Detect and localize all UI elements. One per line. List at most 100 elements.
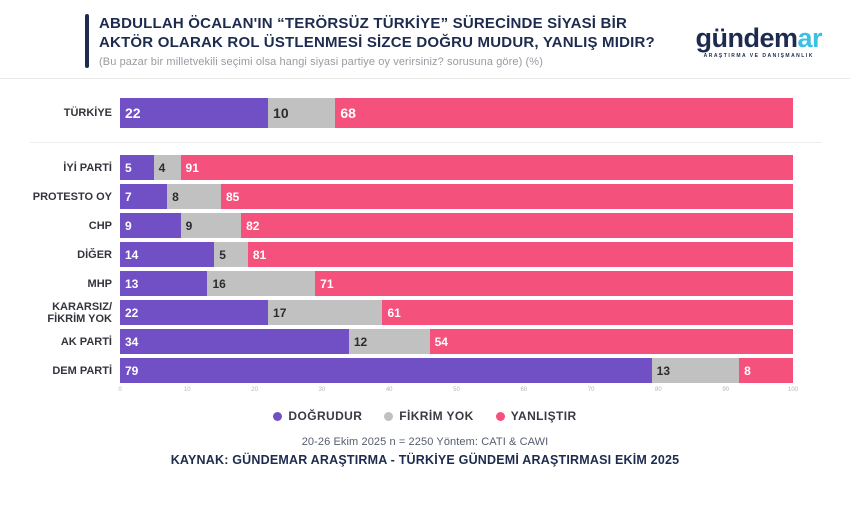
value-label: 9: [185, 218, 193, 233]
logo-tagline: ARAŞTIRMA VE DANIŞMANLIK: [703, 53, 814, 59]
x-axis-tick: 60: [520, 387, 528, 393]
bar-segment-fikrim-yok: 16: [207, 271, 316, 296]
category-label: DEM PARTİ: [52, 364, 112, 377]
category-label: AK PARTİ: [60, 335, 112, 348]
chart-area: TÜRKİYE 22 10 68 İYİ PARTİ 5 4 91 PROTESTO OY 7 8 8…: [0, 79, 850, 423]
stacked-bar: 22 17 61: [120, 300, 793, 325]
legend-dot-icon: [384, 411, 394, 421]
legend-label: YANLIŞTIR: [510, 409, 577, 423]
methodology-note: 20-26 Ekim 2025 n = 2250 Yöntem: CATI & …: [301, 436, 549, 448]
x-axis-tick: 30: [318, 387, 326, 393]
category-label: DİĞER: [77, 248, 112, 261]
bar-segment-fikrim-yok: 13: [651, 358, 740, 383]
value-label: 12: [353, 334, 368, 349]
value-label: 10: [273, 105, 289, 121]
category-label: CHP: [88, 219, 112, 232]
value-label: 54: [434, 334, 448, 349]
value-label: 17: [273, 305, 287, 320]
value-label: 14: [125, 247, 139, 262]
value-label: 81: [252, 247, 267, 262]
x-axis-tick: 50: [453, 387, 460, 393]
stacked-bar: 7 8 85: [120, 184, 793, 209]
value-label: 16: [212, 276, 226, 291]
chart-row: DEM PARTİ 79 13 8: [0, 358, 850, 383]
x-axis-tick: 20: [251, 387, 258, 393]
x-axis-tick: 10: [183, 387, 191, 393]
x-axis-tick: 70: [587, 387, 595, 393]
value-label: 22: [125, 105, 141, 121]
legend-label: FİKRİM YOK: [399, 409, 474, 423]
chart-row: KARARSIZ/FİKRİM YOK 22 17 61: [0, 300, 850, 325]
gundemar-logo: gündemar ARAŞTIRMA VE DANIŞMANLIK: [695, 14, 822, 59]
bar-segment-dogrudur: 13: [120, 271, 208, 296]
legend-dot-icon: [273, 411, 283, 421]
bar-segment-dogrudur: 14: [120, 242, 215, 267]
chart-row: TÜRKİYE 22 10 68: [0, 98, 850, 128]
value-label: 9: [125, 218, 132, 233]
x-axis-tick: 0: [118, 387, 122, 393]
bar-segment-fikrim-yok: 17: [268, 300, 383, 325]
value-label: 7: [125, 189, 132, 204]
section-divider: [30, 142, 822, 143]
value-label: 8: [172, 189, 179, 204]
stacked-bar: 13 16 71: [120, 271, 793, 296]
value-label: 82: [246, 218, 260, 233]
bar-segment-yanlistir: 71: [315, 271, 793, 296]
page-subtitle: (Bu pazar bir milletvekili seçimi olsa h…: [99, 56, 543, 68]
logo-wordmark: gündemar: [695, 24, 822, 52]
value-label: 34: [125, 334, 139, 349]
value-label: 13: [656, 363, 671, 378]
bar-segment-dogrudur: 79: [120, 358, 652, 383]
chart-row: DİĞER 14 5 81: [0, 242, 850, 267]
value-label: 79: [125, 363, 139, 378]
chart-rows: TÜRKİYE 22 10 68 İYİ PARTİ 5 4 91 PROTESTO OY 7 8 8…: [0, 98, 850, 383]
bar-segment-fikrim-yok: 10: [268, 98, 336, 128]
bar-segment-yanlistir: 85: [220, 184, 793, 209]
value-label: 61: [387, 305, 401, 320]
value-label: 4: [158, 160, 166, 175]
bar-segment-yanlistir: 8: [739, 358, 793, 383]
bar-segment-dogrudur: 7: [120, 184, 168, 209]
value-label: 13: [125, 276, 139, 291]
bar-segment-yanlistir: 82: [241, 213, 793, 238]
x-axis-tick: 100: [787, 387, 799, 393]
category-label: PROTESTO OY: [32, 190, 112, 203]
bar-segment-dogrudur: 22: [120, 300, 269, 325]
legend-label: DOĞRUDUR: [288, 409, 363, 423]
chart-row: İYİ PARTİ 5 4 91: [0, 155, 850, 180]
value-label: 68: [340, 105, 356, 121]
value-label: 5: [125, 160, 132, 175]
category-label: MHP: [87, 277, 112, 290]
bar-segment-fikrim-yok: 9: [180, 213, 242, 238]
chart-row: CHP 9 9 82: [0, 213, 850, 238]
source-note: KAYNAK: GÜNDEMAR ARAŞTIRMA - TÜRKİYE GÜN…: [170, 453, 680, 467]
stacked-bar: 34 12 54: [120, 329, 793, 354]
logo-text-primary: gündem: [695, 23, 798, 53]
header-divider: [0, 78, 850, 79]
category-label: KARARSIZ/FİKRİM YOK: [47, 300, 112, 325]
x-axis-tick: 80: [655, 387, 662, 393]
stacked-bar: 79 13 8: [120, 358, 793, 383]
bar-segment-dogrudur: 9: [120, 213, 181, 238]
title-accent-bar: [85, 14, 89, 68]
footer: 20-26 Ekim 2025 n = 2250 Yöntem: CATI & …: [0, 436, 850, 467]
value-label: 71: [320, 276, 334, 291]
bar-segment-yanlistir: 81: [247, 242, 793, 267]
value-label: 85: [225, 189, 240, 204]
legend: DOĞRUDUR FİKRİM YOK YANLIŞTIR: [0, 409, 850, 423]
bar-segment-yanlistir: 61: [382, 300, 793, 325]
x-axis: 0 10 20 30 40 50 60 70 80 90 100: [118, 387, 798, 396]
bar-segment-dogrudur: 22: [120, 98, 269, 128]
stacked-bar: 9 9 82: [120, 213, 793, 238]
stacked-bar: 5 4 91: [120, 155, 793, 180]
value-label: 91: [185, 160, 199, 175]
x-axis-tick: 40: [385, 387, 393, 393]
title-block: ABDULLAH ÖCALAN'IN “TERÖRSÜZ TÜRKİYE” SÜ…: [85, 14, 659, 68]
bar-segment-fikrim-yok: 4: [153, 155, 181, 180]
category-label: İYİ PARTİ: [63, 161, 112, 174]
legend-item-yanlistir: YANLIŞTIR: [495, 409, 577, 423]
value-label: 5: [219, 247, 226, 262]
page-title: ABDULLAH ÖCALAN'IN “TERÖRSÜZ TÜRKİYE” SÜ…: [99, 15, 655, 51]
chart-row: AK PARTİ 34 12 54: [0, 329, 850, 354]
bar-segment-fikrim-yok: 12: [348, 329, 430, 354]
